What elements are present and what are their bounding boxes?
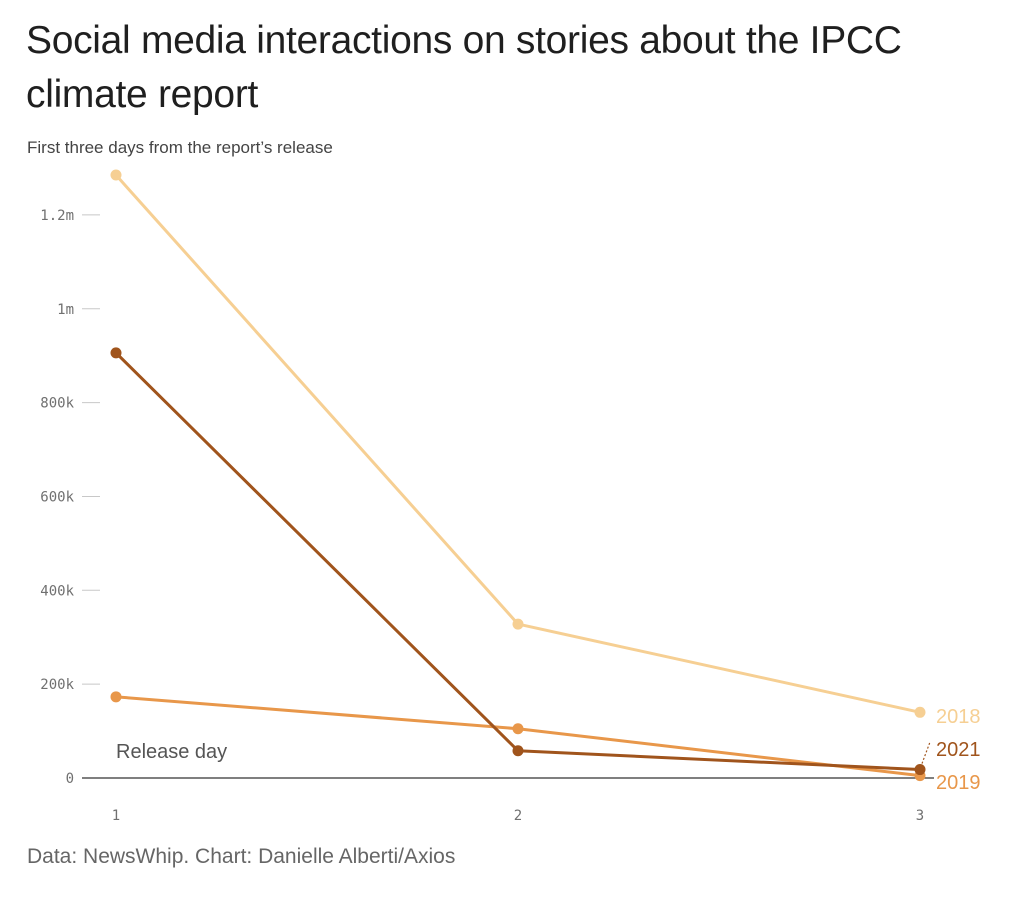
series-2019-point bbox=[110, 691, 122, 703]
chart-source: Data: NewsWhip. Chart: Danielle Alberti/… bbox=[27, 845, 456, 868]
series-2018-point bbox=[914, 706, 926, 718]
y-tick-label: 200k bbox=[40, 677, 74, 693]
release-day-annotation: Release day bbox=[116, 741, 227, 763]
series-2018-point bbox=[110, 169, 122, 181]
series-2021-point bbox=[110, 347, 122, 359]
x-tick-label: 1 bbox=[112, 808, 120, 824]
y-axis: 0 200k 400k 600k 800k 1m 1.2m bbox=[40, 208, 100, 787]
x-axis: 1 2 3 bbox=[82, 777, 934, 824]
y-tick-label: 600k bbox=[40, 489, 74, 505]
series-label-2018: 2018 bbox=[936, 706, 981, 728]
series-2019-point bbox=[512, 723, 524, 735]
series-label-2021-leader bbox=[921, 741, 931, 764]
chart-subtitle: First three days from the report’s relea… bbox=[27, 138, 333, 157]
series-2018-line bbox=[114, 173, 922, 714]
x-tick-label: 3 bbox=[916, 808, 924, 824]
series-labels: 2018 2019 2021 bbox=[921, 706, 981, 794]
y-tick-label: 400k bbox=[40, 583, 74, 599]
series-label-2019: 2019 bbox=[936, 772, 981, 794]
y-tick-label: 800k bbox=[40, 396, 74, 412]
series-layer bbox=[110, 169, 926, 782]
series-2018-point bbox=[512, 618, 524, 630]
chart-title: Social media interactions on stories abo… bbox=[26, 19, 902, 116]
x-tick-label: 2 bbox=[514, 808, 522, 824]
y-tick-label: 1m bbox=[57, 302, 74, 318]
series-2021-point bbox=[914, 764, 926, 776]
y-tick-label: 1.2m bbox=[40, 208, 74, 224]
series-2021-point bbox=[512, 745, 524, 757]
y-tick-label: 0 bbox=[66, 771, 74, 787]
series-label-2021: 2021 bbox=[936, 739, 981, 761]
